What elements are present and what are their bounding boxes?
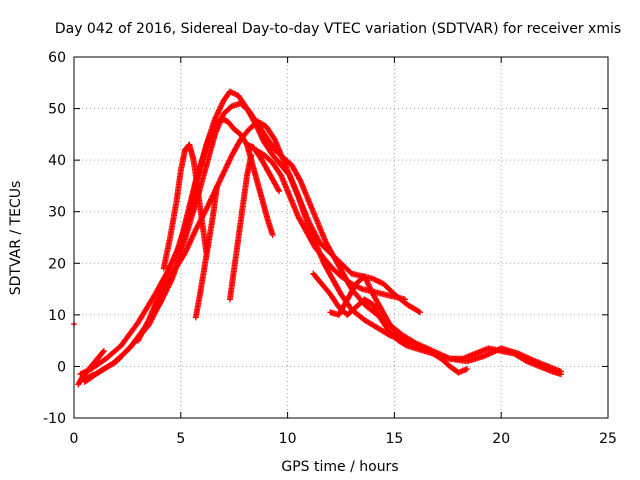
x-tick-label: 5 <box>176 431 185 447</box>
y-tick-label: 10 <box>48 308 66 324</box>
data-point <box>558 368 565 375</box>
data-point <box>415 308 422 315</box>
y-tick-label: 40 <box>48 153 66 169</box>
data-points <box>71 88 565 388</box>
x-tick-label: 0 <box>70 431 79 447</box>
y-tick-label: 0 <box>57 359 66 375</box>
data-point <box>100 347 107 354</box>
data-point <box>214 182 221 189</box>
data-point <box>276 188 283 195</box>
x-axis-title: GPS time / hours <box>281 459 398 475</box>
data-point <box>100 348 107 355</box>
x-tick-label: 25 <box>599 431 617 447</box>
x-tick-label: 15 <box>385 431 403 447</box>
plot-frame <box>73 56 609 419</box>
data-point <box>404 340 411 347</box>
data-point <box>402 296 409 303</box>
x-tick-label: 10 <box>279 431 297 447</box>
y-axis-title: SDTVAR / TECUs <box>8 181 24 296</box>
series-pass-start <box>75 347 107 388</box>
x-tick-label: 20 <box>492 431 510 447</box>
series-pass-late-2 <box>327 273 411 347</box>
data-point <box>296 176 303 183</box>
y-tick-label: -10 <box>43 411 66 427</box>
data-point <box>464 366 471 373</box>
y-tick-label: 30 <box>48 205 66 221</box>
data-point <box>275 186 282 193</box>
y-tick-label: 60 <box>48 50 66 66</box>
chart-title: Day 042 of 2016, Sidereal Day-to-day VTE… <box>55 21 621 37</box>
data-point <box>403 339 410 346</box>
series-pass-main-d <box>135 115 409 344</box>
series-pass-fragment-1 <box>192 182 221 321</box>
series-pass-fragment-2 <box>226 151 255 303</box>
y-tick-label: 20 <box>48 256 66 272</box>
y-tick-label: 50 <box>48 102 66 118</box>
data-point <box>417 309 424 316</box>
series-pass-fragment-3 <box>244 141 283 238</box>
